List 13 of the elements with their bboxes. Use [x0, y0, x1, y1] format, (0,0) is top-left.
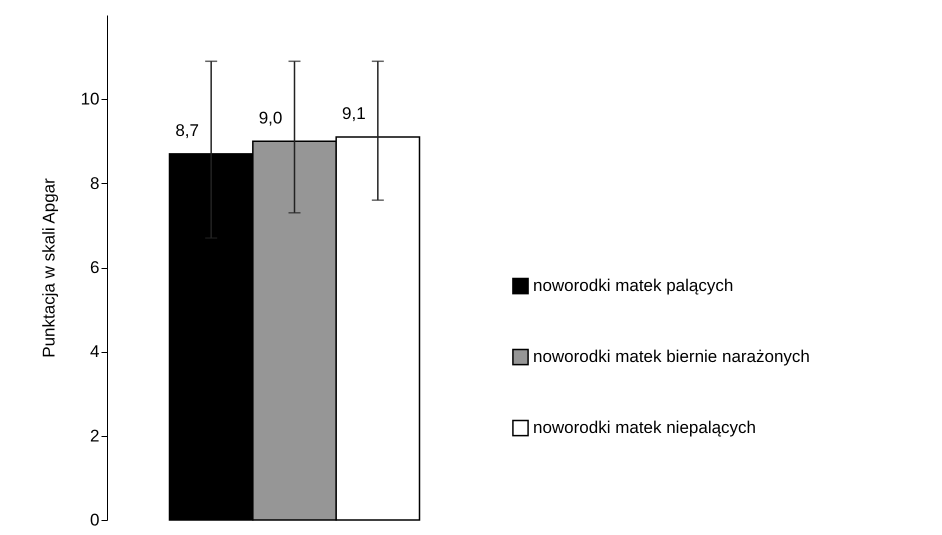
y-tick-label: 2	[90, 426, 100, 446]
y-tick-label: 4	[90, 342, 100, 362]
data-label: 8,7	[175, 120, 199, 140]
data-label: 9,1	[342, 104, 366, 124]
y-axis-title: Punktacja w skali Apgar	[40, 178, 59, 358]
y-tick-label: 8	[90, 174, 100, 193]
y-tick-label: 6	[90, 258, 100, 277]
legend-label: noworodki matek biernie narażonych	[533, 347, 810, 366]
data-label: 9,0	[258, 108, 282, 128]
legend-label: noworodki matek niepalących	[533, 418, 756, 438]
y-tick-label: 0	[90, 510, 100, 530]
legend-label: noworodki matek palących	[533, 276, 734, 296]
y-tick-label: 10	[80, 90, 100, 109]
